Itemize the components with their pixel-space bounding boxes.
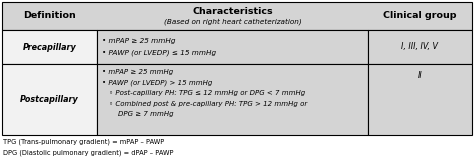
Text: ◦ Post-capillary PH: TPG ≤ 12 mmHg or DPG < 7 mmHg: ◦ Post-capillary PH: TPG ≤ 12 mmHg or DP… <box>109 90 305 96</box>
Bar <box>2 2 472 30</box>
Text: Postcapillary: Postcapillary <box>20 95 79 104</box>
Text: Clinical group: Clinical group <box>383 11 457 20</box>
Bar <box>97 64 368 135</box>
Text: DPG (Diastolic pulmonary gradient) = dPAP – PAWP: DPG (Diastolic pulmonary gradient) = dPA… <box>3 150 173 156</box>
Text: I, III, IV, V: I, III, IV, V <box>401 43 438 52</box>
Text: Precapillary: Precapillary <box>23 43 76 52</box>
Text: (Based on right heart catheterization): (Based on right heart catheterization) <box>164 19 301 25</box>
Text: ◦ Combined post & pre-capillary PH: TPG > 12 mmHg or: ◦ Combined post & pre-capillary PH: TPG … <box>109 100 307 107</box>
Text: DPG ≥ 7 mmHg: DPG ≥ 7 mmHg <box>109 111 173 117</box>
Text: • PAWP (or LVEDP) ≤ 15 mmHg: • PAWP (or LVEDP) ≤ 15 mmHg <box>102 49 216 56</box>
Bar <box>368 30 472 64</box>
Text: Definition: Definition <box>23 11 76 20</box>
Bar <box>97 30 368 64</box>
Text: Characteristics: Characteristics <box>192 7 273 15</box>
Text: • PAWP (or LVEDP) > 15 mmHg: • PAWP (or LVEDP) > 15 mmHg <box>102 79 212 86</box>
Bar <box>2 64 97 135</box>
Text: TPG (Trans-pulmonary gradient) = mPAP – PAWP: TPG (Trans-pulmonary gradient) = mPAP – … <box>3 139 164 145</box>
Text: • mPAP ≥ 25 mmHg: • mPAP ≥ 25 mmHg <box>102 69 173 75</box>
Text: • mPAP ≥ 25 mmHg: • mPAP ≥ 25 mmHg <box>102 38 175 45</box>
Bar <box>368 64 472 135</box>
Text: II: II <box>418 72 422 80</box>
Bar <box>2 30 97 64</box>
